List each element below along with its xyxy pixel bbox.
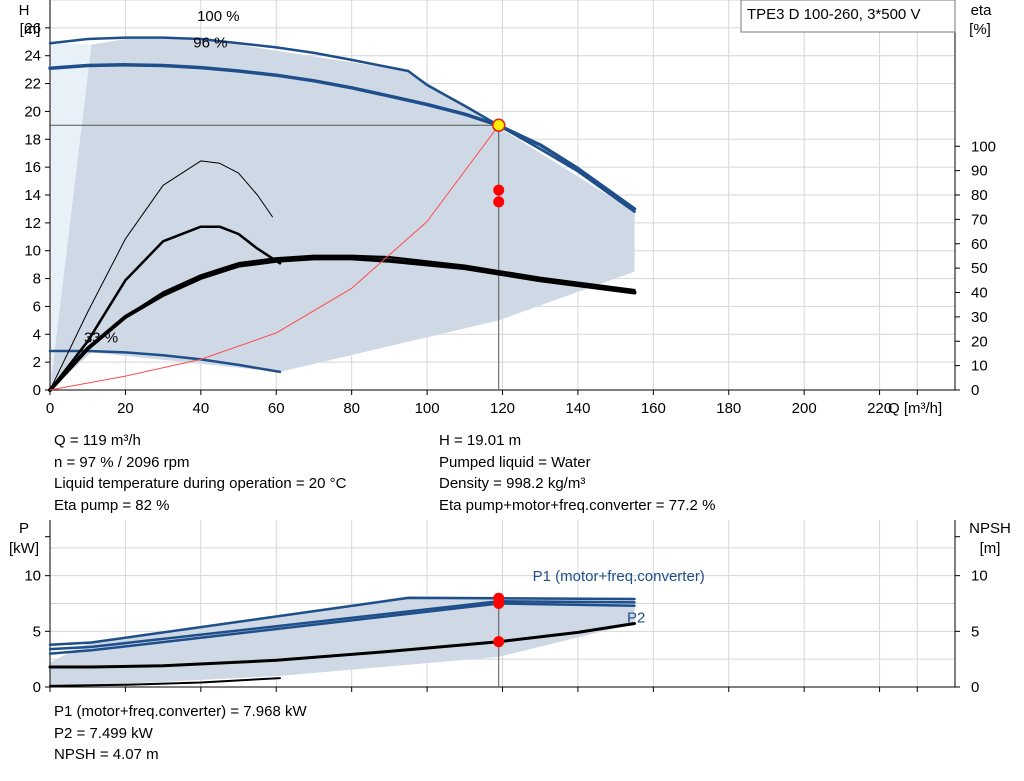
npsh-tick-label-0: 0 (971, 679, 979, 696)
p1-readout: P1 (motor+freq.converter) = 7.968 kW (54, 703, 307, 720)
h-tick-label-16: 16 (24, 159, 41, 176)
h-tick-label-8: 8 (33, 271, 41, 288)
duty-point-marker (491, 118, 506, 132)
h-tick-label-2: 2 (33, 354, 41, 371)
eta-pump-marker (493, 184, 505, 196)
p-axis-unit: [kW] (9, 540, 39, 557)
q-tick-label-200: 200 (792, 400, 817, 417)
chart-title: TPE3 D 100-260, 3*500 V (747, 6, 920, 23)
npsh-curve-3 (48, 622, 636, 669)
head-curve-1 (48, 63, 637, 211)
h-tick-label-18: 18 (24, 131, 41, 148)
p-tick-label-5: 5 (33, 623, 41, 640)
eta-tick-label-0: 0 (971, 382, 979, 399)
h-axis-unit: [m] (20, 21, 41, 38)
npsh-axis-unit: [m] (980, 540, 1001, 557)
npsh-tick-label-10: 10 (971, 568, 988, 585)
x-axis-label: Q [m³/h] (888, 400, 942, 417)
info-top-left: Q = 119 m³/h n = 97 % / 2096 rpm Liquid … (54, 430, 346, 516)
eta-tick-label-70: 70 (971, 211, 988, 228)
h-tick-label-12: 12 (24, 215, 41, 232)
operating-envelope (50, 39, 635, 390)
density-readout: Density = 998.2 kg/m³ (439, 475, 586, 492)
eta-tick-label-80: 80 (971, 187, 988, 204)
eta-total-readout: Eta pump+motor+freq.converter = 77.2 % (439, 496, 716, 514)
q-tick-label-120: 120 (490, 400, 515, 417)
flow-readout: Q = 119 m³/h (54, 432, 141, 449)
h-tick-label-26: 26 (24, 20, 41, 37)
p2-curve-2 (48, 602, 636, 655)
q-tick-label-180: 180 (716, 400, 741, 417)
h-tick-label-4: 4 (33, 326, 41, 343)
q-tick-label-140: 140 (565, 400, 590, 417)
series-label-1: P2 (627, 609, 645, 626)
q-tick-label-220: 220 (867, 400, 892, 417)
series-label-0: P1 (motor+freq.converter) (533, 568, 705, 585)
operating-marker-2 (493, 636, 505, 648)
h-tick-label-24: 24 (24, 48, 41, 65)
eta-total-marker (493, 196, 505, 208)
eta-pump-readout: Eta pump = 82 % (54, 496, 170, 514)
eta-tick-label-50: 50 (971, 260, 988, 277)
eta-tick-label-100: 100 (971, 138, 996, 155)
eta-tick-label-90: 90 (971, 163, 988, 180)
q-tick-label-20: 20 (117, 400, 134, 417)
head-curve-0 (48, 36, 636, 213)
head-efficiency-panel: 0246810121416182022242601020304050607080… (19, 0, 996, 417)
info-bottom: P1 (motor+freq.converter) = 7.968 kW P2 … (54, 701, 307, 766)
q-tick-label-100: 100 (415, 400, 440, 417)
liquid-temperature-readout: Liquid temperature during operation = 20… (54, 475, 347, 492)
speed-label-1: 96 % (193, 34, 227, 51)
npsh-readout: NPSH = 4.07 m (54, 746, 159, 763)
eta-tick-label-40: 40 (971, 285, 988, 302)
p-tick-label-0: 0 (33, 679, 41, 696)
speed-label-0: 100 % (197, 8, 240, 25)
h-tick-label-0: 0 (33, 382, 41, 399)
q-tick-label-40: 40 (192, 400, 209, 417)
q-tick-label-60: 60 (268, 400, 285, 417)
eta-axis-label: eta (971, 2, 993, 19)
eta-axis-unit: [%] (969, 21, 991, 38)
speed-label-2: 33 % (84, 330, 118, 347)
info-top-right: H = 19.01 m Pumped liquid = Water Densit… (439, 430, 715, 516)
p1-curve-0 (48, 596, 636, 646)
eta-tick-label-10: 10 (971, 358, 988, 375)
h-tick-label-6: 6 (33, 298, 41, 315)
p2-readout: P2 = 7.499 kW (54, 724, 153, 742)
title-box (740, 0, 956, 33)
npsh-curve-4 (49, 677, 281, 687)
q-tick-label-0: 0 (46, 400, 54, 417)
h-tick-label-22: 22 (24, 76, 41, 93)
h-axis-label: H (19, 2, 30, 19)
q-tick-label-80: 80 (343, 400, 360, 417)
q-tick-label-160: 160 (641, 400, 666, 417)
operating-marker-1 (493, 598, 505, 610)
h-tick-label-14: 14 (24, 187, 41, 204)
p1-curve-1 (48, 600, 636, 651)
p-tick-label-10: 10 (24, 568, 41, 585)
npsh-tick-label-5: 5 (971, 623, 979, 640)
head-readout: H = 19.01 m (439, 432, 522, 449)
eta-curve-6 (49, 160, 273, 391)
npsh-axis-label: NPSH (969, 520, 1011, 537)
eta-tick-label-30: 30 (971, 309, 988, 326)
speed-readout: n = 97 % / 2096 rpm (54, 453, 190, 471)
h-tick-label-10: 10 (24, 243, 41, 260)
pumped-liquid-readout: Pumped liquid = Water (439, 453, 591, 471)
eta-tick-label-60: 60 (971, 236, 988, 253)
system-curve-7 (49, 124, 500, 391)
power-npsh-panel: 0 5 10 0 5 10 P [kW] NPSH [m] P1 (motor+freq.conve… (9, 520, 1011, 696)
h-tick-label-20: 20 (24, 103, 41, 120)
eta-curve-5 (48, 225, 282, 392)
p-axis-label: P (19, 520, 29, 537)
eta-tick-label-20: 20 (971, 333, 988, 350)
